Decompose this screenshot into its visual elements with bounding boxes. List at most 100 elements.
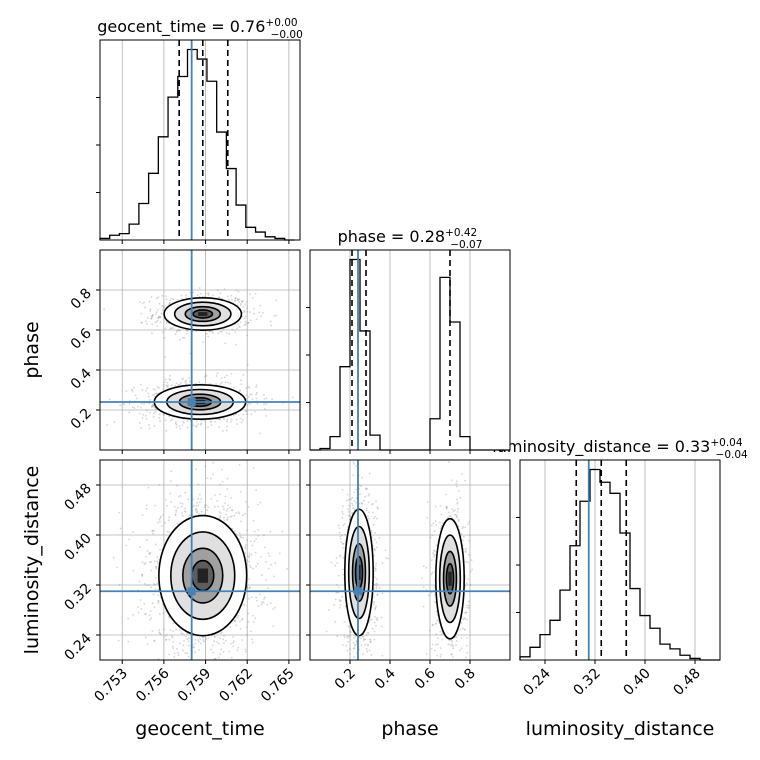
sample-point bbox=[451, 640, 454, 643]
sample-point bbox=[256, 599, 258, 602]
x-tick-label-geocent-time: 0.765 bbox=[258, 666, 298, 706]
truth-marker bbox=[354, 587, 362, 596]
sample-point bbox=[367, 494, 370, 497]
sample-point bbox=[255, 393, 257, 396]
sample-point bbox=[168, 302, 171, 305]
sample-point bbox=[118, 511, 121, 514]
x-tick-label-geocent-time: 0.753 bbox=[91, 666, 131, 706]
sample-point bbox=[169, 419, 172, 422]
sample-point bbox=[374, 549, 376, 552]
sample-point bbox=[152, 532, 154, 535]
sample-point bbox=[430, 559, 433, 562]
sample-point bbox=[158, 483, 161, 486]
sample-point bbox=[140, 312, 143, 315]
sample-point bbox=[245, 544, 247, 546]
sample-point bbox=[141, 573, 143, 576]
sample-point bbox=[456, 502, 459, 505]
sample-point bbox=[334, 564, 337, 567]
sample-point bbox=[151, 529, 154, 532]
sample-point bbox=[339, 535, 342, 538]
sample-point bbox=[433, 555, 436, 558]
sample-point bbox=[425, 566, 428, 569]
sample-point bbox=[434, 505, 437, 508]
sample-point bbox=[112, 556, 115, 559]
sample-point bbox=[275, 314, 277, 317]
sample-point bbox=[118, 584, 121, 586]
sample-point bbox=[434, 623, 437, 625]
sample-point bbox=[234, 299, 236, 302]
x-tick-label-phase: 0.8 bbox=[452, 666, 479, 693]
sample-point bbox=[465, 656, 468, 659]
sample-point bbox=[188, 637, 190, 640]
sample-point bbox=[117, 639, 120, 642]
sample-point bbox=[252, 567, 254, 570]
sample-point bbox=[131, 390, 134, 393]
sample-point bbox=[460, 622, 463, 624]
sample-point bbox=[439, 527, 442, 530]
sample-point bbox=[339, 555, 342, 558]
sample-point bbox=[225, 429, 228, 432]
sample-point bbox=[222, 638, 225, 641]
sample-point bbox=[204, 373, 207, 376]
sample-point bbox=[433, 553, 435, 556]
sample-point bbox=[216, 668, 218, 670]
sample-point bbox=[169, 301, 171, 304]
sample-point bbox=[147, 392, 150, 395]
sample-point bbox=[245, 334, 248, 337]
sample-point bbox=[259, 432, 261, 435]
sample-point bbox=[182, 649, 184, 652]
sample-point bbox=[466, 606, 469, 609]
sample-point bbox=[103, 308, 105, 311]
sample-point bbox=[269, 602, 272, 605]
sample-point bbox=[249, 293, 251, 295]
sample-point bbox=[355, 497, 358, 499]
sample-point bbox=[236, 298, 239, 300]
sample-point bbox=[220, 648, 223, 651]
sample-point bbox=[358, 488, 361, 490]
sample-point bbox=[222, 508, 225, 511]
sample-point bbox=[371, 618, 374, 621]
sample-point bbox=[144, 562, 147, 564]
sample-point bbox=[454, 509, 456, 512]
sample-point bbox=[153, 393, 156, 396]
sample-point bbox=[236, 616, 239, 619]
sample-point bbox=[442, 522, 444, 525]
sample-point bbox=[179, 427, 181, 430]
sample-point bbox=[207, 506, 209, 509]
sample-point bbox=[164, 634, 166, 637]
sample-point bbox=[466, 618, 469, 621]
sample-point bbox=[361, 476, 363, 479]
sample-point bbox=[341, 517, 344, 519]
sample-point bbox=[452, 644, 455, 647]
sample-point bbox=[232, 635, 234, 638]
sample-point bbox=[206, 664, 208, 666]
sample-point bbox=[212, 651, 215, 654]
sample-point bbox=[146, 643, 149, 646]
sample-point bbox=[239, 490, 242, 493]
sample-point bbox=[128, 538, 130, 541]
sample-point bbox=[451, 479, 453, 482]
x-axis-label-phase: phase bbox=[381, 718, 438, 740]
sample-point bbox=[149, 610, 152, 613]
sample-point bbox=[183, 639, 185, 642]
sample-point bbox=[440, 633, 443, 635]
sample-point bbox=[226, 519, 229, 521]
sample-point bbox=[166, 504, 168, 507]
sample-point bbox=[256, 562, 259, 565]
sample-point bbox=[246, 305, 249, 308]
sample-point bbox=[235, 512, 237, 514]
sample-point bbox=[216, 499, 219, 502]
sample-point bbox=[156, 386, 159, 388]
sample-point bbox=[144, 414, 147, 417]
sample-point bbox=[158, 315, 160, 318]
sample-point bbox=[135, 397, 138, 400]
sample-point bbox=[238, 512, 241, 515]
sample-point bbox=[204, 465, 207, 468]
density-panel-geocent-time-vs-luminosity-distance: 0.753 0.756 0.759 0.762 0.7650.240.320.400.4… bbox=[61, 459, 301, 706]
y-tick-label-phase: 0.6 bbox=[68, 325, 95, 352]
sample-point bbox=[368, 638, 371, 641]
sample-point bbox=[460, 637, 463, 640]
sample-point bbox=[169, 374, 171, 377]
sample-point bbox=[239, 417, 242, 420]
sample-point bbox=[177, 384, 180, 386]
